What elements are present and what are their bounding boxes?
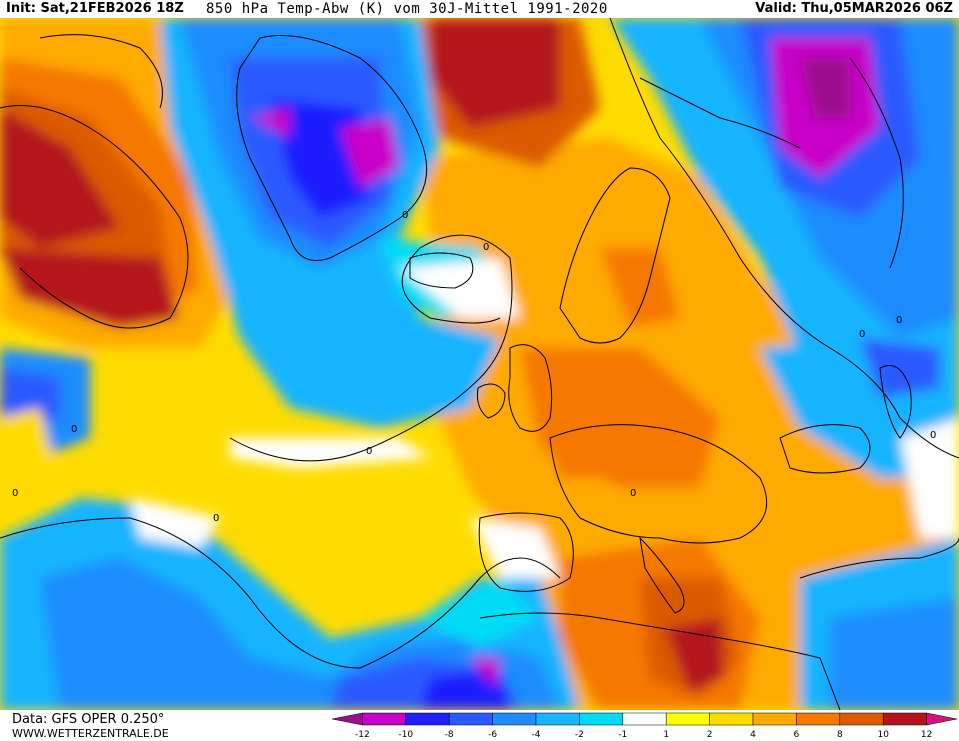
website-label: WWW.WETTERZENTRALE.DE — [12, 727, 169, 740]
map-header: Init: Sat,21FEB2026 18Z 850 hPa Temp-Abw… — [0, 0, 959, 18]
legend-bin — [752, 712, 797, 726]
contour-label: 0 — [213, 513, 219, 524]
legend-tick-label: 10 — [877, 730, 889, 740]
legend-bin — [362, 712, 407, 726]
legend-tick-label: 2 — [707, 730, 713, 740]
legend-tick-label: -6 — [488, 730, 497, 740]
legend-bin — [579, 712, 624, 726]
legend-tick-label: -2 — [575, 730, 584, 740]
zero-contours — [0, 18, 959, 669]
legend-tick-label: 12 — [921, 730, 932, 740]
legend-bin — [709, 712, 754, 726]
legend-bin — [622, 712, 667, 726]
contour-label: 0 — [483, 242, 489, 253]
contour-label: 0 — [366, 446, 372, 457]
legend-tick-label: 4 — [750, 730, 756, 740]
contour-label: 0 — [930, 430, 936, 441]
legend-bin — [665, 712, 710, 726]
legend-bin-arrow-low — [332, 712, 363, 726]
anomaly-fill — [0, 18, 959, 710]
legend-bin — [405, 712, 450, 726]
legend-bin — [492, 712, 537, 726]
contour-label: 0 — [630, 488, 636, 499]
contour-label-group: 0 0 0 0 0 0 0 0 0 0 — [12, 210, 936, 524]
legend-tick-label: -1 — [618, 730, 627, 740]
legend-bin-arrow-high — [926, 712, 958, 726]
legend-tick-label: 8 — [837, 730, 843, 740]
map-footer: Data: GFS OPER 0.250° WWW.WETTERZENTRALE… — [0, 710, 959, 741]
color-legend: -12 -10 -8 -6 -4 -2 -1 1 2 4 6 8 10 12 — [332, 712, 958, 740]
contour-label: 0 — [12, 488, 18, 499]
contour-label: 0 — [402, 210, 408, 221]
map-title: 850 hPa Temp-Abw (K) vom 30J-Mittel 1991… — [206, 1, 608, 17]
legend-bin — [796, 712, 841, 726]
legend-tick-label: 1 — [663, 730, 669, 740]
legend-tick-label: -8 — [445, 730, 454, 740]
contour-label: 0 — [896, 315, 902, 326]
valid-time: Valid: Thu,05MAR2026 06Z — [755, 1, 953, 16]
legend-bin — [882, 712, 927, 726]
coastlines — [0, 34, 912, 710]
legend-tick-label: -4 — [532, 730, 541, 740]
legend-tick-label: -10 — [398, 730, 413, 740]
data-source-label: Data: GFS OPER 0.250° — [12, 712, 165, 727]
contour-label: 0 — [859, 329, 865, 340]
temperature-anomaly-map: 0 0 0 0 0 0 0 0 0 0 — [0, 18, 959, 710]
legend-bin — [448, 712, 493, 726]
contour-label: 0 — [71, 424, 77, 435]
legend-tick-label: 6 — [794, 730, 800, 740]
legend-bin — [839, 712, 884, 726]
init-time: Init: Sat,21FEB2026 18Z — [6, 1, 184, 16]
legend-tick-label: -12 — [355, 730, 370, 740]
legend-bin — [535, 712, 580, 726]
